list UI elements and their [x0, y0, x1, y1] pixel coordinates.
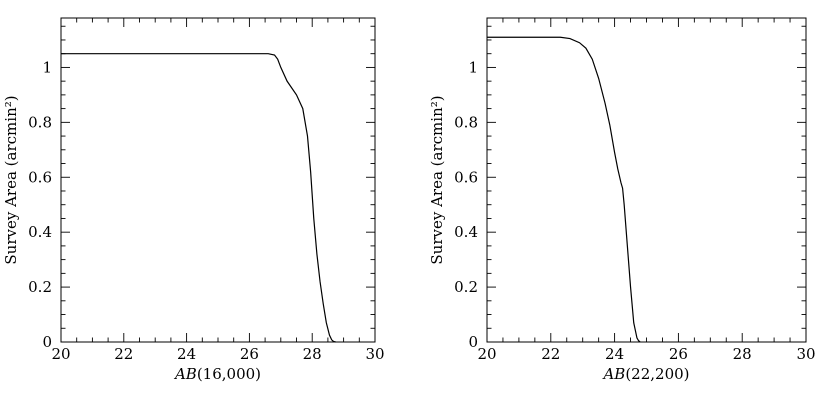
x-tick-label: 28: [303, 345, 322, 363]
x-axis-title: AB(16,000): [173, 365, 261, 383]
y-tick-label: 0: [42, 333, 52, 351]
y-axis-title: Survey Area (arcmin²): [2, 95, 20, 264]
y-tick-label: 1: [42, 58, 52, 76]
x-tick-label: 30: [365, 345, 384, 363]
x-tick-label: 22: [541, 345, 560, 363]
y-tick-label: 0.4: [28, 223, 52, 241]
x-tick-label: 24: [177, 345, 196, 363]
y-tick-label: 0: [468, 333, 478, 351]
left-panel: 20 22 24 26 28 30 0 0.2 0.4 0.6 0.8 1 AB(16,000) Surv…: [2, 17, 385, 383]
y-tick-label: 0.2: [28, 278, 52, 296]
x-tick-label: 26: [240, 345, 259, 363]
x-tick-label: 26: [669, 345, 688, 363]
x-axis-title: AB(22,200): [601, 365, 689, 383]
y-axis-title: Survey Area (arcmin²): [428, 95, 446, 264]
x-tick-label: 30: [796, 345, 815, 363]
y-tick-label: 1: [468, 58, 478, 76]
y-tick-label: 0.8: [454, 113, 478, 131]
plot-frame: [486, 17, 807, 343]
plot-frame: [60, 17, 376, 343]
y-tick-label: 0.8: [28, 113, 52, 131]
survey-area-curve: [487, 36, 641, 343]
y-tick-label: 0.6: [28, 168, 52, 186]
y-tick-label: 0.4: [454, 223, 478, 241]
survey-area-curve: [61, 53, 336, 343]
x-tick-label: 22: [114, 345, 133, 363]
x-tick-label: 28: [733, 345, 752, 363]
x-tick-label: 20: [51, 345, 70, 363]
x-tick-label: 24: [605, 345, 624, 363]
right-panel: 20 22 24 26 28 30 0 0.2 0.4 0.6 0.8 1 AB(22,200) Surv…: [428, 17, 816, 383]
y-tick-label: 0.6: [454, 168, 478, 186]
x-tick-label: 20: [477, 345, 496, 363]
y-tick-label: 0.2: [454, 278, 478, 296]
